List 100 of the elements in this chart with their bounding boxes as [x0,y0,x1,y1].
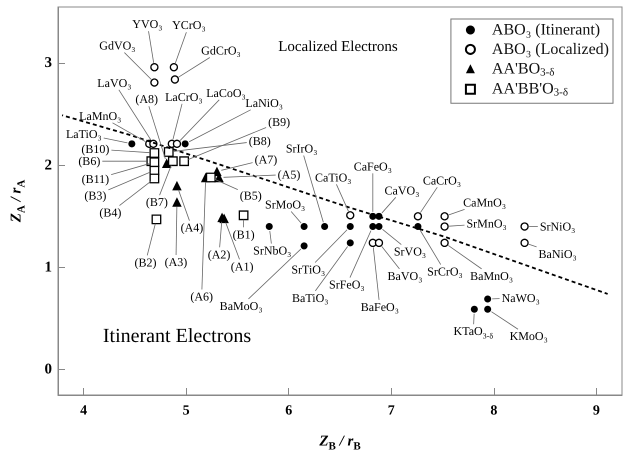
annotation: (A4) [180,220,204,235]
annotation: (A5) [278,168,300,182]
point [346,211,354,220]
annotation: CaTiO₃ [315,170,352,184]
point [346,223,354,230]
point [484,306,492,313]
annotation: (B2) [134,255,156,270]
y-tick-label: 3 [44,55,52,72]
annotation: YVO₃ [132,17,162,32]
annotation: BaNiO₃ [538,246,577,261]
point [164,147,174,157]
annotation: (B7) [146,195,168,210]
point [179,156,190,166]
x-tick-label: 9 [592,404,600,418]
annotation: BaFeO₃ [360,300,399,314]
annotation: LaMnO₃ [79,108,122,123]
point [206,172,216,182]
legend-label: ABO₃ (Localized) [492,40,610,58]
point [300,242,308,250]
point [170,63,178,72]
annotation: (A2) [208,247,230,262]
annotation: SrIrO₃ [286,142,318,156]
point [150,78,159,87]
x-tick-label: 7 [388,404,395,418]
annotation: (B9) [268,115,290,130]
point [128,140,136,148]
annotation: LaTiO₃ [66,126,102,141]
point [440,222,449,231]
annotation: (A1) [230,259,254,274]
annotation: LaNiO₃ [245,96,283,110]
y-tick-label: 2 [44,157,52,174]
annotation: YCrO₃ [172,18,206,32]
point [170,75,180,84]
annotation: (B11) [82,172,110,186]
point [238,210,249,220]
annotation: BaMnO₃ [470,268,514,283]
annotation: KMoO₃ [510,329,548,344]
point [321,223,328,230]
y-axis-title: ZA / rA [8,180,28,224]
x-tick-label: 5 [182,404,190,418]
point [149,157,160,168]
point [470,306,478,313]
point [172,197,182,207]
annotation: NaWO₃ [502,291,540,306]
annotation: SrTiO₃ [291,262,326,277]
annotation: GdCrO₃ [201,43,241,58]
annotation: (B10) [81,142,110,156]
y-tick-label: 1 [44,259,52,276]
annotation: Localized Electrons [278,39,398,55]
point [266,223,273,230]
annotation: (A6) [190,290,213,304]
point [414,212,422,220]
annotation: BaVO₃ [388,268,422,283]
annotation: (B6) [78,154,100,168]
annotation: GdVO₃ [99,38,136,53]
point [168,156,178,166]
point [520,222,529,231]
annotation: SrFeO₃ [329,278,365,292]
point [172,180,182,190]
annotation: (A3) [164,255,188,270]
annotation: BaTiO₃ [292,290,328,305]
annotation: (A8) [135,92,158,106]
point [172,140,182,148]
point [484,296,492,303]
annotation: (A7) [254,152,278,166]
annotation: CaVO₃ [384,183,420,198]
annotation: SrMoO₃ [265,198,306,212]
x-tick-label: 6 [285,404,292,418]
annotation: SrNbO₃ [253,244,292,258]
point [375,223,382,230]
annotation: CaFeO₃ [354,159,392,174]
legend-label: ABO₃ (Itinerant) [492,22,600,38]
point [149,148,160,158]
point [300,223,308,230]
point [440,238,449,248]
annotation: LaVO₃ [97,76,132,90]
point [152,214,162,224]
annotation: (B5) [240,188,262,203]
annotation: SrNiO₃ [540,220,576,234]
x-tick-label: 4 [80,404,88,418]
annotation: Itinerant Electrons [102,325,252,347]
point [149,174,160,184]
annotation: (B3) [84,188,106,202]
annotation: SrVO₃ [394,244,426,259]
annotation: CaMnO₃ [463,195,506,210]
annotation: LaCrO₃ [165,90,203,104]
annotation: LaCoO₃ [206,86,246,100]
point [369,223,376,230]
annotation: (B1) [232,227,255,242]
point [346,239,354,246]
annotation: SrCrO₃ [427,264,463,279]
x-tick-label: 8 [490,404,498,418]
point [440,212,449,220]
y-tick-label: 0 [44,361,52,378]
annotation: (B4) [99,206,122,220]
annotation: (B8) [248,134,271,148]
annotation: SrMnO₃ [466,216,507,231]
annotation: BaMoO₃ [220,298,263,313]
point [150,63,159,72]
annotation: CaCrO₃ [422,173,462,188]
